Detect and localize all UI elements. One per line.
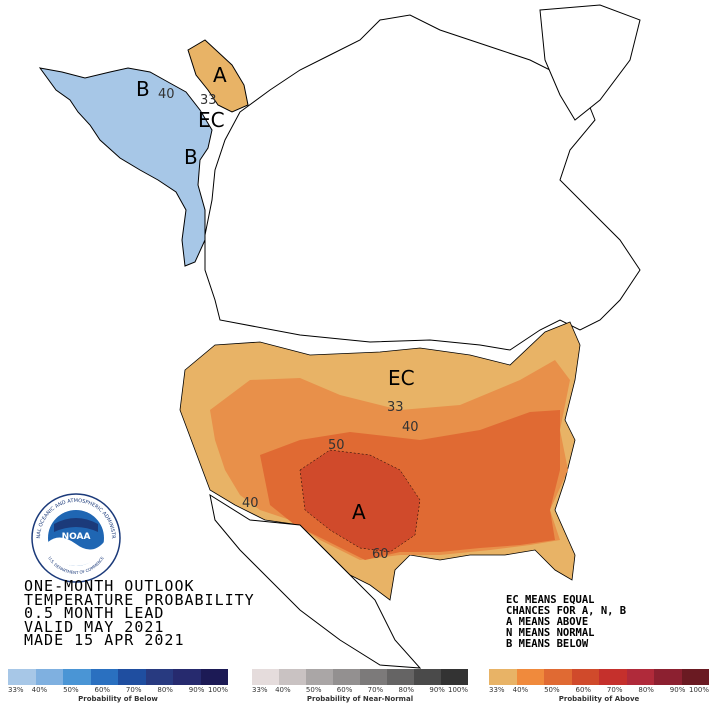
label-ec-conus: EC: [388, 366, 415, 390]
below-swatches: [8, 669, 228, 685]
below-swatch-2: [63, 669, 91, 685]
label-c40-southwest: 40: [242, 496, 259, 511]
noaa-logo: NATIONAL OCEANIC AND ATMOSPHERIC ADMINIS…: [30, 492, 121, 583]
above-swatch-3: [571, 669, 599, 685]
below-swatch-5: [145, 669, 173, 685]
legend-line-5: B MEANS BELOW: [506, 638, 589, 650]
above-swatch-5: [626, 669, 654, 685]
title-line-2: TEMPERATURE PROBABILITY: [24, 590, 255, 609]
label-a-texas: A: [352, 500, 366, 524]
above-swatch-6: [654, 669, 682, 685]
above-swatch-2: [544, 669, 572, 685]
below-tick-5: 80%: [157, 686, 173, 694]
legend-line-3: A MEANS ABOVE: [506, 616, 589, 628]
normal-tick-1: 40%: [275, 686, 291, 694]
normal-swatch-1: [279, 669, 306, 685]
above-swatches: [489, 669, 709, 685]
below-tick-1: 40%: [31, 686, 48, 694]
normal-swatch-5: [387, 669, 414, 685]
title-line-4: VALID MAY 2021: [24, 617, 165, 636]
label-b-alaska-west: B: [136, 77, 150, 101]
logo-text: NOAA: [62, 532, 91, 542]
below-swatch-7: [200, 669, 228, 685]
below-tick-6: 90%: [188, 686, 205, 694]
alaska-above-region: [187, 39, 249, 113]
normal-tick-3: 60%: [336, 686, 353, 694]
above-tick-0: 33%: [489, 686, 505, 694]
label-c60-texas: 60: [372, 547, 389, 562]
above-swatch-4: [599, 669, 627, 685]
below-tick-0: 33%: [8, 686, 24, 694]
canada-outline: [204, 14, 641, 351]
legend-line-4: N MEANS NORMAL: [506, 627, 595, 639]
below-scale: 33% 40% 50% 60% 70% 80% 90% 100% Probability of…: [8, 669, 228, 705]
above-scale: 33% 40% 50% 60% 70% 80% 90% 100% Probability of…: [489, 669, 709, 705]
normal-swatch-4: [360, 669, 387, 685]
normal-tick-7: 100%: [447, 686, 468, 694]
below-swatch-0: [8, 669, 36, 685]
legend-explanation: EC MEANS EQUAL CHANCES FOR A, N, B A MEA…: [506, 595, 626, 650]
normal-swatch-0: [252, 669, 279, 685]
above-tick-4: 70%: [606, 686, 623, 694]
below-tick-3: 60%: [94, 686, 111, 694]
below-swatch-3: [90, 669, 118, 685]
below-caption: Probability of Below: [78, 695, 158, 703]
normal-tick-6: 90%: [429, 686, 445, 694]
label-c50-plains: 50: [328, 438, 345, 453]
normal-swatch-7: [441, 669, 468, 685]
label-b-alaska-south: B: [184, 145, 198, 169]
normal-tick-4: 70%: [367, 686, 384, 694]
title-line-5: MADE 15 APR 2021: [24, 631, 185, 649]
normal-tick-2: 50%: [305, 686, 322, 694]
title-block: ONE-MONTH OUTLOOK TEMPERATURE PROBABILIT…: [24, 577, 324, 649]
mexico-outline: [209, 493, 422, 669]
label-ec-alaska: EC: [198, 108, 225, 132]
normal-ticks: 33% 40% 50% 60% 70% 80% 90% 100%: [252, 685, 468, 695]
normal-swatches: [252, 669, 468, 685]
above-tick-1: 40%: [512, 686, 529, 694]
above-tick-6: 90%: [669, 686, 686, 694]
above-tick-3: 60%: [575, 686, 592, 694]
label-c33-conus: 33: [387, 400, 404, 415]
title-line-3: 0.5 MONTH LEAD: [24, 604, 165, 622]
normal-swatch-2: [306, 669, 333, 685]
label-c40-great-lakes: 40: [402, 420, 419, 435]
normal-tick-5: 80%: [398, 686, 415, 694]
normal-swatch-3: [333, 669, 360, 685]
normal-swatch-6: [414, 669, 441, 685]
above-swatch-0: [489, 669, 517, 685]
above-swatch-7: [681, 669, 709, 685]
greenland-outline: [539, 4, 641, 121]
normal-caption: Probability of Near-Normal: [306, 695, 414, 703]
above-ticks: 33% 40% 50% 60% 70% 80% 90% 100%: [489, 685, 709, 695]
below-swatch-6: [173, 669, 201, 685]
below-swatch-1: [35, 669, 63, 685]
below-tick-7: 100%: [207, 686, 228, 694]
label-a-alaska: A: [213, 63, 227, 87]
below-swatch-4: [118, 669, 146, 685]
legend-line-1: EC MEANS EQUAL: [506, 594, 595, 606]
above-tick-2: 50%: [544, 686, 560, 694]
above-caption: Probability of Above: [558, 695, 640, 703]
above-tick-5: 80%: [638, 686, 654, 694]
legend-line-2: CHANCES FOR A, N, B: [506, 605, 627, 617]
above-swatch-1: [516, 669, 544, 685]
below-tick-4: 70%: [125, 686, 142, 694]
below-tick-2: 50%: [63, 686, 79, 694]
normal-scale: 33% 40% 50% 60% 70% 80% 90% 100% Probability of…: [252, 669, 468, 705]
conus-above-60: [299, 449, 421, 553]
below-ticks: 33% 40% 50% 60% 70% 80% 90% 100%: [8, 685, 228, 695]
normal-tick-0: 33%: [252, 686, 268, 694]
above-tick-7: 100%: [688, 686, 709, 694]
label-c33-alaska: 33: [200, 93, 217, 108]
label-c40-alaska: 40: [158, 87, 175, 102]
title-line-1: ONE-MONTH OUTLOOK: [24, 577, 195, 595]
